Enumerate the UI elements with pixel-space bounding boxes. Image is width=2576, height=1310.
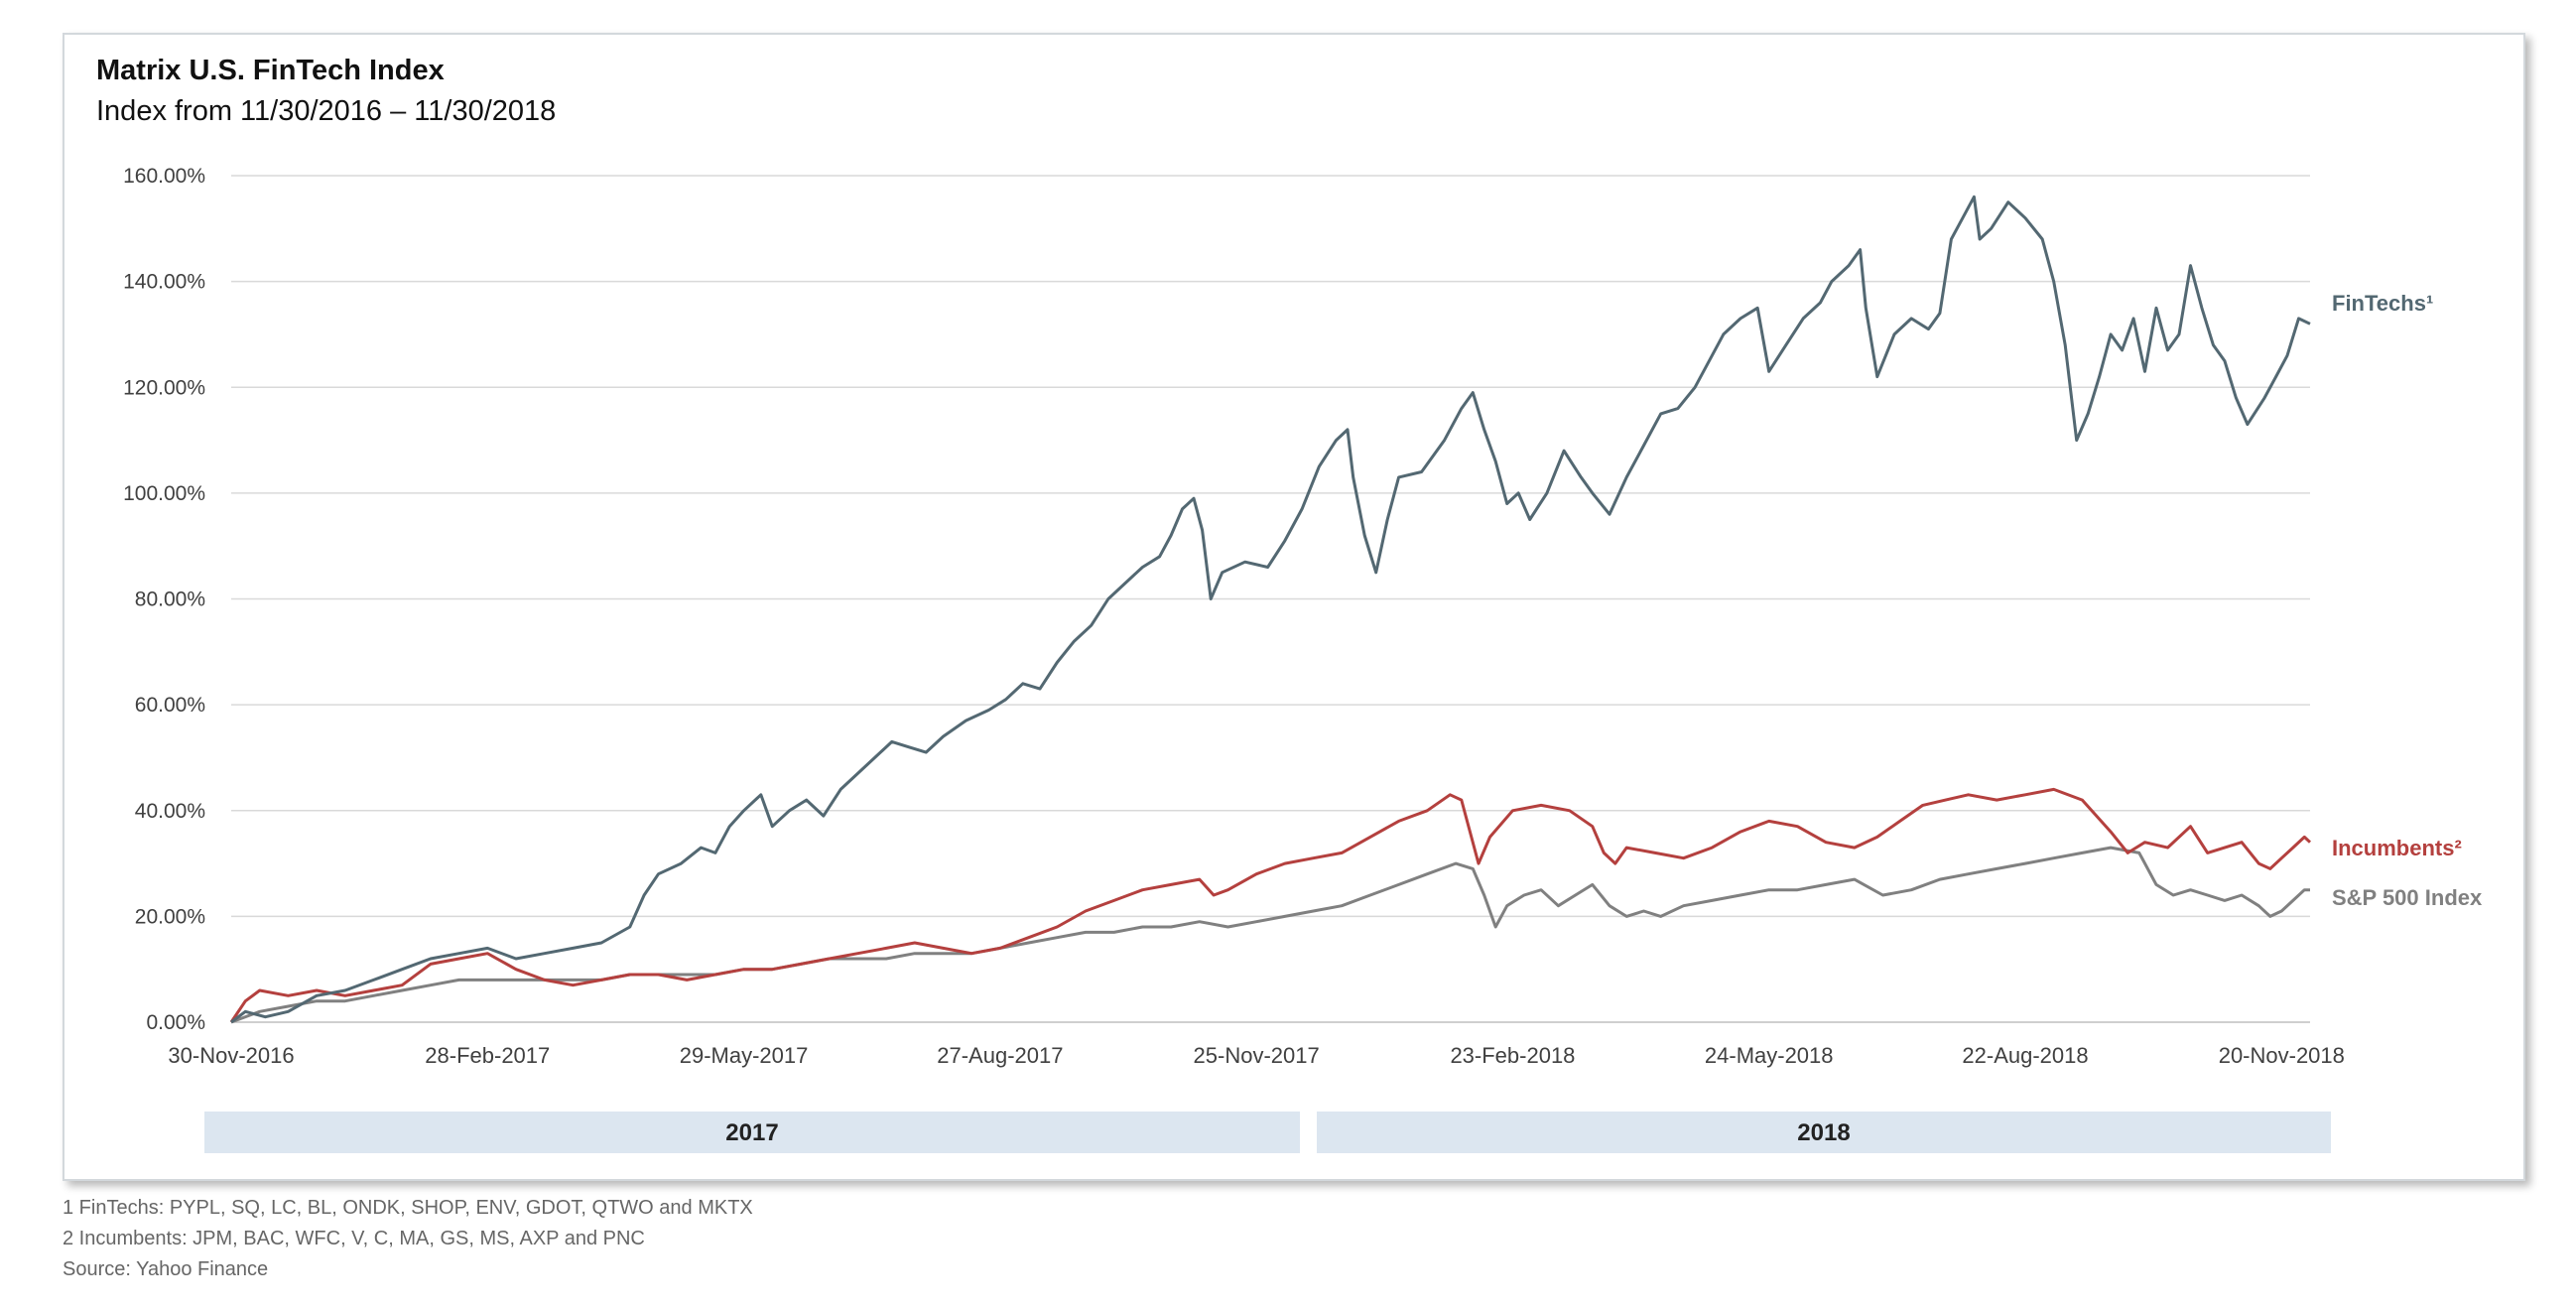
y-tick-label: 80.00% xyxy=(135,589,205,611)
y-tick-label: 120.00% xyxy=(123,376,205,399)
chart-title: Matrix U.S. FinTech Index xyxy=(96,55,445,86)
year-band-label: 2018 xyxy=(1797,1119,1850,1146)
footnote-fintechs: 1 FinTechs: PYPL, SQ, LC, BL, ONDK, SHOP… xyxy=(63,1197,753,1219)
y-tick-label: 100.00% xyxy=(123,482,205,505)
x-tick-label: 25-Nov-2017 xyxy=(1194,1043,1320,1068)
series-label-s-p-500-index: S&P 500 Index xyxy=(2332,885,2483,910)
y-tick-label: 140.00% xyxy=(123,271,205,294)
series-label-incumbents: Incumbents² xyxy=(2332,836,2462,860)
y-tick-label: 0.00% xyxy=(146,1011,205,1034)
y-tick-label: 20.00% xyxy=(135,905,205,928)
chart-subtitle: Index from 11/30/2016 – 11/30/2018 xyxy=(96,95,557,127)
x-tick-label: 27-Aug-2017 xyxy=(937,1043,1063,1068)
y-tick-label: 160.00% xyxy=(123,165,205,188)
series-label-fintechs: FinTechs¹ xyxy=(2332,291,2433,316)
year-band xyxy=(204,1112,1300,1153)
y-tick-label: 40.00% xyxy=(135,800,205,823)
x-tick-label: 30-Nov-2016 xyxy=(168,1043,294,1068)
x-tick-label: 24-May-2018 xyxy=(1705,1043,1834,1068)
x-tick-label: 22-Aug-2018 xyxy=(1962,1043,2088,1068)
series-line-fintechs xyxy=(230,195,2311,1024)
footnote-source: Source: Yahoo Finance xyxy=(63,1258,269,1280)
x-tick-label: 28-Feb-2017 xyxy=(425,1043,550,1068)
y-tick-label: 60.00% xyxy=(135,694,205,717)
x-tick-label: 29-May-2017 xyxy=(680,1043,809,1068)
x-tick-label: 20-Nov-2018 xyxy=(2219,1043,2345,1068)
series-line-s-p-500-index xyxy=(230,846,2310,1024)
footnote-incumbents: 2 Incumbents: JPM, BAC, WFC, V, C, MA, G… xyxy=(63,1228,645,1249)
year-band xyxy=(1317,1112,2331,1153)
chart-frame xyxy=(63,33,2525,1181)
series-line-incumbents xyxy=(229,787,2312,1023)
year-band-label: 2017 xyxy=(725,1119,778,1146)
x-tick-label: 23-Feb-2018 xyxy=(1450,1043,1575,1068)
